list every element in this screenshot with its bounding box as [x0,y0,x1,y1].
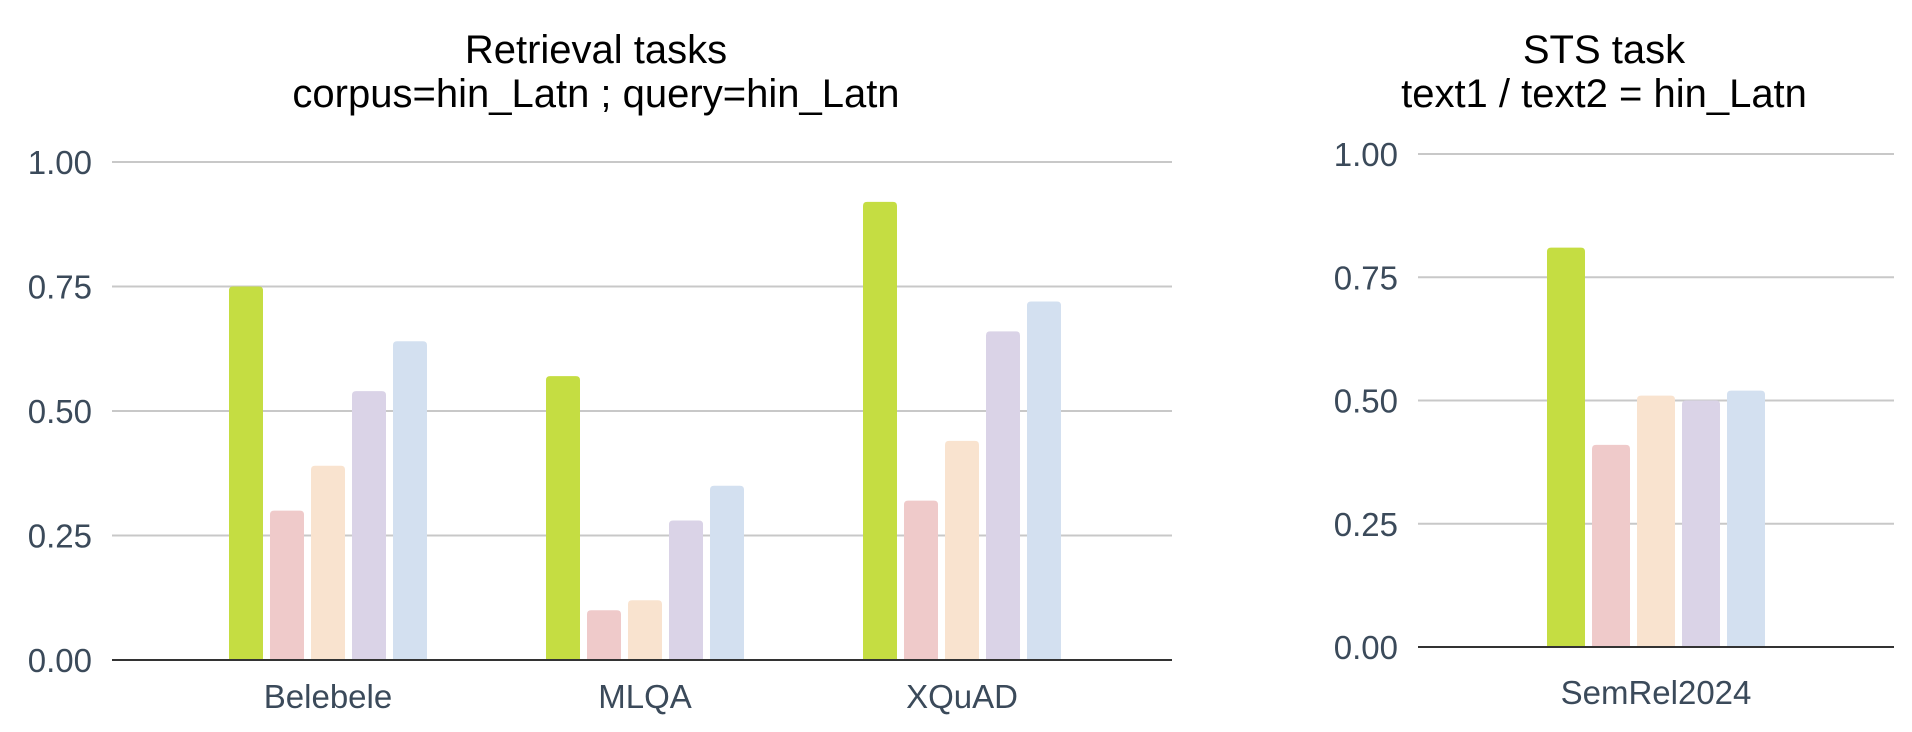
retrieval-y-tick-label: 0.00 [28,642,92,679]
retrieval-bar-mlqa-series-4 [669,520,703,660]
sts-y-tick-label: 1.00 [1334,136,1398,173]
retrieval-category-label: Belebele [264,678,392,715]
retrieval-bar-belebele-series-3 [311,465,345,660]
retrieval-bar-mlqa-series-5 [710,485,744,660]
retrieval-bar-xquad-series-3 [945,440,979,660]
sts-y-tick-label: 0.50 [1334,383,1398,420]
retrieval-bar-mlqa-series-1 [546,376,580,660]
retrieval-bar-belebele-series-4 [352,391,386,660]
retrieval-bar-belebele-series-1 [229,286,263,660]
retrieval-category-label: MLQA [598,678,692,715]
sts-category-label: SemRel2024 [1561,674,1752,711]
sts-bar-semrel2024-series-5 [1727,390,1765,647]
retrieval-bar-xquad-series-1 [863,201,897,660]
retrieval-y-tick-label: 1.00 [28,144,92,181]
sts-y-tick-label: 0.75 [1334,259,1398,296]
retrieval-bar-belebele-series-2 [270,510,304,660]
retrieval-y-tick-label: 0.75 [28,269,92,306]
sts-chart-title: STS task [1523,28,1686,72]
sts-bar-semrel2024-series-2 [1592,444,1630,647]
retrieval-bar-xquad-series-4 [986,331,1020,660]
retrieval-y-tick-label: 0.50 [28,393,92,430]
sts-bar-semrel2024-series-3 [1637,395,1675,647]
sts-bar-semrel2024-series-1 [1547,247,1585,648]
retrieval-bar-xquad-series-2 [904,500,938,660]
retrieval-bar-xquad-series-5 [1027,301,1061,660]
sts-bar-semrel2024-series-4 [1682,400,1720,647]
retrieval-bar-mlqa-series-3 [628,600,662,660]
retrieval-bar-belebele-series-5 [393,341,427,660]
retrieval-category-label: XQuAD [906,678,1018,715]
retrieval-y-tick-label: 0.25 [28,518,92,555]
retrieval-chart-subtitle: corpus=hin_Latn ; query=hin_Latn [292,72,899,116]
retrieval-bar-mlqa-series-2 [587,610,621,660]
sts-y-tick-label: 0.25 [1334,506,1398,543]
sts-y-tick-label: 0.00 [1334,629,1398,666]
retrieval-chart-title: Retrieval tasks [465,28,727,72]
sts-chart-subtitle: text1 / text2 = hin_Latn [1401,72,1807,116]
plot-layer: 0.00 0.25 0.50 0.75 1.00 Belebele MLQA XQuAD 0.0… [28,136,1894,715]
